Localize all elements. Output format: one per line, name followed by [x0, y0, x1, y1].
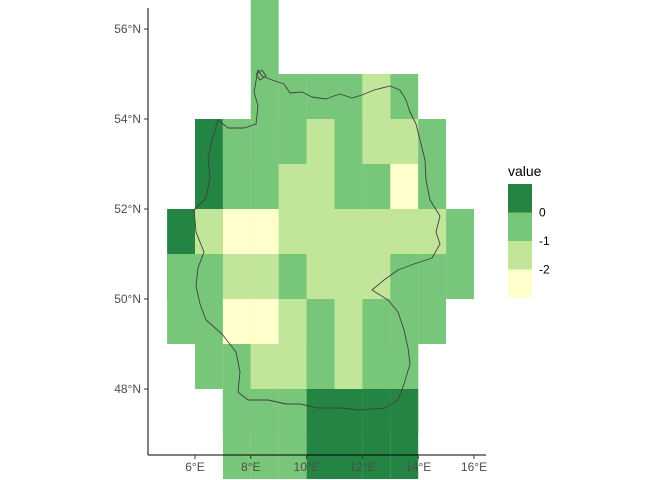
- heatmap-cell: [250, 389, 279, 479]
- x-tick-label: 14°E: [405, 460, 431, 474]
- x-tick-label: 16°E: [461, 460, 487, 474]
- y-tick-label: 48°N: [114, 382, 141, 396]
- legend-key: [508, 212, 532, 241]
- heatmap-cell: [250, 0, 279, 74]
- legend-label: 0: [539, 206, 546, 220]
- heatmap-cell: [334, 389, 363, 479]
- heatmap-cell: [362, 389, 391, 479]
- legend-key: [508, 184, 532, 213]
- legend-key: [508, 269, 532, 298]
- heatmap-cell: [390, 389, 419, 479]
- y-tick-label: 50°N: [114, 292, 141, 306]
- x-tick-label: 12°E: [349, 460, 375, 474]
- heatmap-cells: [167, 0, 474, 479]
- x-tick-label: 10°E: [294, 460, 320, 474]
- x-tick-label: 6°E: [185, 460, 204, 474]
- heatmap-cell: [167, 254, 195, 344]
- coastal-island-outline: [255, 69, 267, 81]
- heatmap-cell: [306, 389, 335, 479]
- germany-border-outline: [193, 69, 441, 411]
- x-tick-label: 8°E: [241, 460, 260, 474]
- heatmap-cell: [418, 254, 447, 344]
- legend-label: -1: [539, 234, 550, 248]
- y-tick-label: 54°N: [114, 112, 141, 126]
- y-tick-label: 56°N: [114, 22, 141, 36]
- legend-key: [508, 241, 532, 270]
- legend-title: value: [508, 163, 542, 179]
- legend: value 0 -1 -2: [508, 163, 550, 298]
- heatmap-cell: [195, 299, 223, 389]
- axes: 6°E 8°E 10°E 12°E 14°E 16°E 48°N 50°N 52°N 54°N 56…: [114, 8, 487, 474]
- y-tick-label: 52°N: [114, 202, 141, 216]
- legend-label: -2: [539, 263, 550, 277]
- heatmap-cell: [222, 389, 251, 479]
- heatmap-cell: [446, 209, 474, 299]
